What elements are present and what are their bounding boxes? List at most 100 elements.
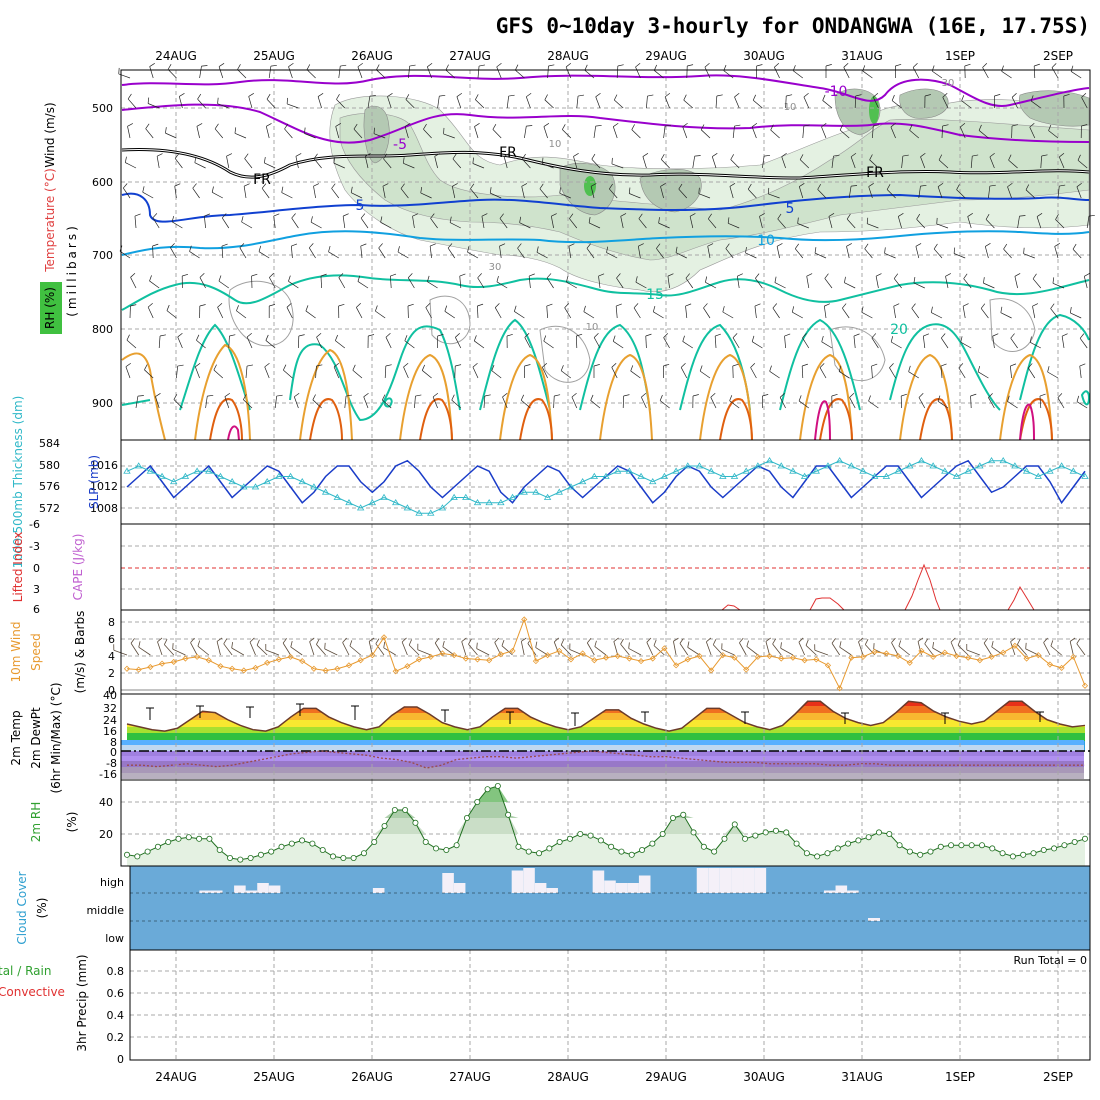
upper-barb — [817, 189, 827, 199]
rh2m-point — [669, 815, 676, 822]
upper-barb — [638, 218, 647, 229]
upper-barb-flag — [747, 183, 752, 190]
upper-barb-flag — [769, 365, 772, 372]
rh2m-point — [154, 843, 161, 850]
wind10m-barb-flag — [950, 637, 956, 643]
upper-barb-flag — [243, 183, 250, 187]
upper-barb — [630, 370, 641, 379]
bottom-date-label: 30AUG — [743, 1070, 785, 1084]
upper-barb-flag — [171, 215, 175, 222]
upper-barb-flag — [710, 392, 716, 398]
cloud-high-bar — [257, 883, 269, 893]
upper-barb-flag — [218, 275, 222, 282]
upper-barb-flag — [387, 92, 393, 97]
upper-barb-flag — [598, 273, 605, 277]
upper-barb — [542, 367, 548, 379]
upper-barb — [770, 129, 780, 139]
temp2m-line — [126, 700, 1086, 732]
rh2m-point — [237, 856, 244, 863]
upper-barb-flag — [284, 123, 289, 130]
upper-barb — [467, 251, 479, 259]
upper-barb — [611, 367, 618, 379]
upper-barb-flag — [750, 363, 756, 368]
dewpoint-series — [127, 750, 1085, 769]
upper-barb-flag — [459, 273, 466, 277]
wind10m-barb-flag — [772, 638, 777, 645]
upper-barb — [353, 128, 363, 139]
upper-barb — [1010, 337, 1018, 349]
wind10m-barb — [223, 643, 233, 656]
upper-barb-flag — [542, 157, 544, 164]
upper-barb — [641, 396, 647, 409]
upper-barb — [725, 248, 734, 259]
rh2m-point — [402, 807, 409, 814]
upper-barb-flag — [705, 276, 708, 283]
upper-barb-flag — [390, 273, 397, 277]
upper-barb — [861, 312, 873, 319]
wind10m-barb-flag — [765, 637, 772, 642]
upper-barb-flag — [496, 62, 502, 68]
upper-barb-flag — [685, 273, 691, 279]
upper-barb — [546, 277, 554, 289]
cloud-high-bar — [823, 890, 836, 893]
thickness-point — [240, 483, 248, 490]
thickness-point — [146, 467, 155, 474]
upper-barb-flag — [478, 64, 486, 67]
temp-band-m20 — [121, 773, 1084, 779]
rh2m-point — [587, 832, 594, 839]
upper-barb-flag — [918, 393, 924, 398]
upper-barb-flag — [382, 183, 389, 187]
rh2m-point — [772, 827, 779, 834]
wind10m-point — [965, 654, 972, 661]
upper-barb — [576, 96, 579, 109]
upper-barb — [838, 371, 850, 379]
thickness-point — [392, 498, 400, 506]
upper-barb-flag — [127, 93, 132, 100]
cloud-high-bar — [604, 880, 616, 893]
upper-barb — [197, 98, 206, 109]
upper-barb-flag — [420, 186, 423, 193]
upper-barb-flag — [849, 393, 855, 398]
upper-barb-flag — [173, 394, 178, 400]
upper-barb-flag — [842, 303, 847, 309]
upper-barb-flag — [544, 94, 548, 100]
upper-barb — [988, 397, 995, 409]
thickness-point — [216, 472, 225, 479]
upper-barb — [356, 307, 363, 319]
upper-barb — [913, 282, 925, 289]
upper-barb-flag — [481, 213, 488, 217]
upper-barb-flag — [1014, 273, 1021, 277]
rh2m-point — [978, 842, 985, 849]
wind10m-barb-flag — [739, 637, 744, 644]
rh2m-line — [126, 785, 1086, 861]
upper-barb — [593, 337, 601, 349]
upper-barb — [747, 188, 757, 199]
upper-barb-flag — [893, 303, 900, 307]
upper-barb — [569, 218, 578, 229]
thickness-point — [310, 483, 318, 490]
wind10m-barb-flag — [628, 642, 630, 649]
upper-barb-flag — [316, 332, 322, 338]
upper-barb-flag — [269, 304, 276, 307]
upper-barb-flag — [445, 64, 449, 71]
upper-barb-flag — [308, 243, 314, 249]
upper-barb — [525, 96, 531, 109]
upper-barb-flag — [328, 245, 331, 252]
upper-barb-flag — [503, 153, 510, 157]
upper-barb-flag — [484, 394, 491, 397]
upper-barb-flag — [960, 122, 966, 128]
li-segment — [721, 604, 741, 611]
wind10m-barb-flag — [983, 638, 989, 644]
legend-total-rain: tal / Rain — [0, 964, 51, 978]
upper-barb — [1029, 126, 1036, 139]
upper-barb-flag — [803, 124, 810, 127]
rh2m-point — [649, 840, 656, 847]
upper-barb-flag — [472, 157, 474, 164]
upper-barb-flag — [342, 213, 349, 217]
precip-tick: 0.8 — [107, 965, 125, 978]
upper-barb — [819, 367, 827, 379]
wind10m-barb — [461, 641, 467, 656]
upper-barb-flag — [189, 245, 192, 252]
upper-barb-flag — [536, 246, 539, 253]
upper-barb — [853, 336, 856, 349]
